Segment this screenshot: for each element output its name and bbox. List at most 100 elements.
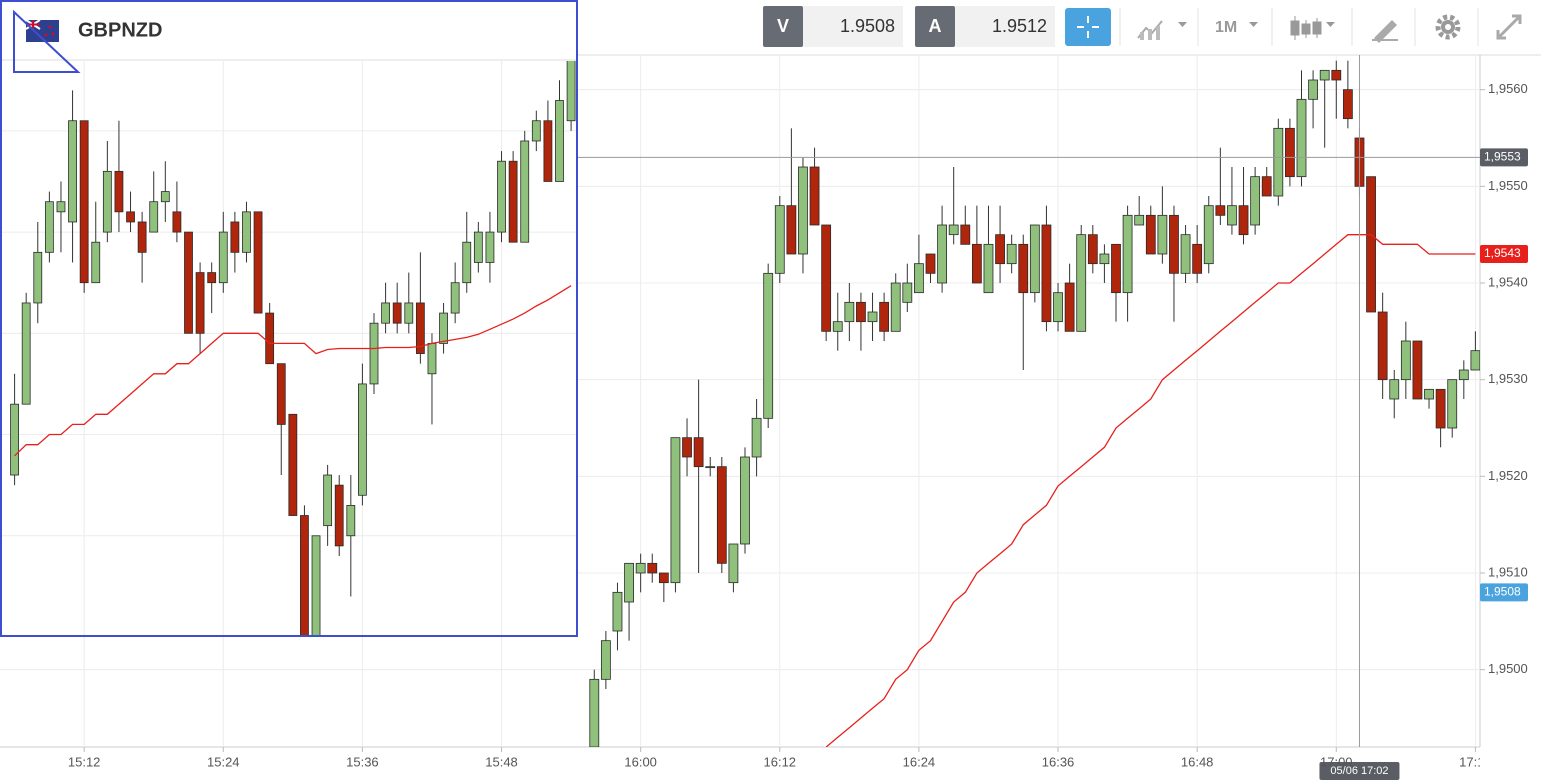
chart-type-button[interactable] xyxy=(1137,20,1187,40)
settings-button[interactable] xyxy=(1435,14,1461,40)
candle-body xyxy=(890,282,901,332)
candle-body xyxy=(670,437,681,584)
x-tick-label: 15:12 xyxy=(68,754,101,769)
candle-body xyxy=(1412,340,1423,400)
timeframe-caret xyxy=(1249,22,1258,27)
candle-body xyxy=(1400,340,1411,381)
main-plot xyxy=(0,55,1480,747)
x-tick-label: 16:24 xyxy=(903,754,936,769)
candle-body xyxy=(555,100,564,182)
inset-background xyxy=(1,1,577,636)
candle-body xyxy=(1134,214,1145,226)
candle-body xyxy=(786,205,797,255)
candle-body xyxy=(114,170,124,213)
candle-body xyxy=(508,160,518,243)
y-tick-label: 1,9520 xyxy=(1488,468,1528,483)
annotation-triangle xyxy=(13,9,81,73)
candle-body xyxy=(1018,243,1029,294)
candle-body xyxy=(1227,205,1237,226)
fullscreen-button[interactable] xyxy=(1496,14,1522,40)
ask-tag-box[interactable] xyxy=(915,6,955,47)
y-tick-label: 1,9530 xyxy=(1488,371,1528,386)
x-tick-label: 15:48 xyxy=(485,754,518,769)
candle-body xyxy=(1169,214,1179,274)
candle-body xyxy=(91,241,101,284)
candle-body xyxy=(728,543,739,584)
candle-body xyxy=(960,224,971,245)
x-tick-label: 17:12 xyxy=(1459,754,1492,769)
x-tick-label: 15:36 xyxy=(346,754,379,769)
candle-body xyxy=(624,562,634,603)
crosshair-button[interactable] xyxy=(1065,8,1111,46)
timeframe[interactable]: 1M xyxy=(1215,19,1237,36)
crosshair-price-label: 1,9553 xyxy=(1484,150,1521,164)
candle-body xyxy=(56,201,66,213)
candle-body xyxy=(716,466,727,564)
candle-body xyxy=(543,120,553,182)
candle-body xyxy=(334,484,344,547)
candle-body xyxy=(983,243,994,294)
candle-body xyxy=(44,201,54,253)
candle-body xyxy=(462,241,472,284)
y-tick-label: 1,9560 xyxy=(1488,81,1528,96)
moving-average xyxy=(14,285,572,457)
candle-body xyxy=(33,251,43,304)
y-tick-label: 1,9540 xyxy=(1488,274,1528,289)
candle-body xyxy=(1308,79,1318,100)
candle-body xyxy=(798,166,808,255)
main-axis: 1,9500 1,9510 1,9520 1,9530 1,9540 1,9550 1,95… xyxy=(83,81,1528,780)
candle-body xyxy=(1006,243,1017,265)
candle-body xyxy=(774,205,785,274)
candle-body xyxy=(612,591,623,632)
candle-body xyxy=(276,363,286,425)
candle-body xyxy=(10,403,19,476)
candle-body xyxy=(1053,292,1063,323)
candle-body xyxy=(589,678,600,747)
crosshair-price-badge xyxy=(1480,148,1528,167)
bid-value: 1.9508 xyxy=(840,16,895,36)
symbol-title: GBPNZD xyxy=(78,19,162,41)
candle-body xyxy=(1157,214,1168,255)
candle-body xyxy=(404,302,414,324)
candle-body xyxy=(600,640,611,680)
candle-body xyxy=(415,302,425,354)
candle-body xyxy=(1424,388,1434,400)
candle-body xyxy=(1319,69,1330,81)
candle-body xyxy=(184,231,193,334)
bid-box[interactable] xyxy=(803,6,903,47)
candle-body xyxy=(1099,253,1110,265)
crosshair-time-label: 05/06 17:02 xyxy=(1330,765,1388,777)
y-tick-label: 1,9500 xyxy=(1488,661,1528,676)
candle-body xyxy=(427,343,437,375)
ask-box[interactable] xyxy=(955,6,1055,47)
candle-body xyxy=(369,322,379,385)
candle-body xyxy=(1180,234,1191,274)
candle-body xyxy=(693,437,704,468)
candle-style-button[interactable] xyxy=(1290,16,1335,40)
candle-body xyxy=(172,211,182,233)
candle-body xyxy=(1342,89,1353,120)
candle-body xyxy=(1273,127,1284,197)
candle-body xyxy=(821,224,832,332)
candle-body xyxy=(346,505,356,537)
candle-body xyxy=(392,302,402,324)
candle-body xyxy=(1111,243,1121,294)
candle-body xyxy=(1087,234,1098,265)
candle-body xyxy=(763,272,774,419)
bid-tag-box[interactable] xyxy=(763,6,803,47)
candle-body xyxy=(971,243,982,284)
candle-body xyxy=(102,170,112,233)
ma-price-badge xyxy=(1480,245,1528,263)
candle-body xyxy=(1145,214,1156,255)
candle-body xyxy=(740,456,750,545)
candle-body xyxy=(242,211,251,253)
candle-body xyxy=(1238,205,1249,236)
bid-price-badge xyxy=(1480,583,1528,602)
candle-body xyxy=(195,272,205,334)
ask-value: 1.9512 xyxy=(992,16,1047,36)
x-tick-label: 16:00 xyxy=(624,754,657,769)
candle-body xyxy=(566,61,576,122)
candle-body xyxy=(856,301,866,323)
draw-button[interactable] xyxy=(1372,20,1398,43)
candle-body xyxy=(218,231,228,284)
